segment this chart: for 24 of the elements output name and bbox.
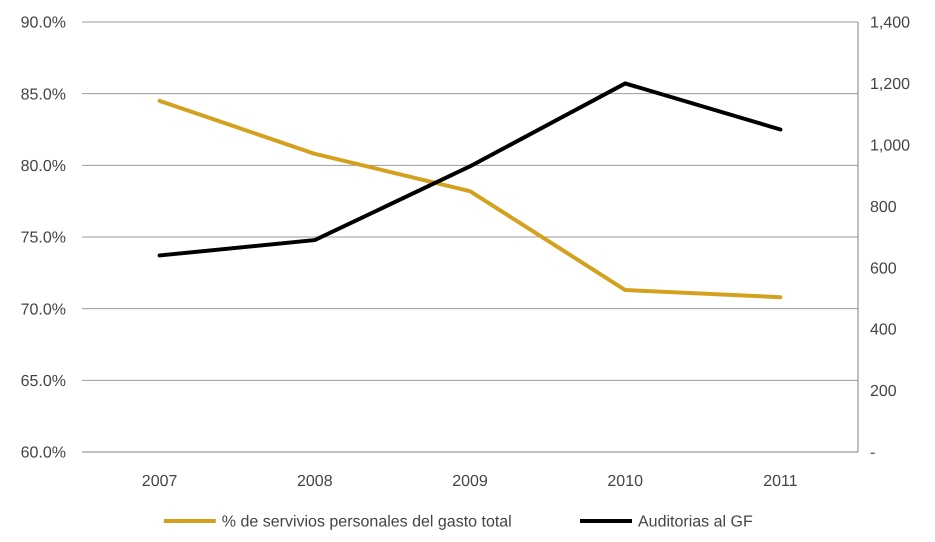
x-tick-label: 2008 xyxy=(297,473,333,490)
x-tick-label: 2007 xyxy=(142,473,178,490)
y2-tick-label: 800 xyxy=(870,198,897,216)
y2-tick-label: 1,200 xyxy=(870,76,910,94)
y2-tick-label: 600 xyxy=(870,260,897,278)
y-tick-label: 75.0% xyxy=(20,230,66,247)
y-tick-label: 60.0% xyxy=(20,444,66,462)
y-tick-label: 70.0% xyxy=(20,301,66,318)
legend-label: % de servivios personales del gasto total xyxy=(222,514,512,531)
y2-tick-label: 400 xyxy=(870,322,897,339)
x-tick-label: 2010 xyxy=(607,473,644,490)
y-tick-label: 65.0% xyxy=(20,372,66,390)
legend-label: Auditorias al GF xyxy=(638,514,753,531)
y-tick-label: 85.0% xyxy=(20,86,66,104)
x-tick-label: 2011 xyxy=(763,473,798,490)
y-tick-label: 80.0% xyxy=(20,158,66,175)
line-series xyxy=(158,98,782,300)
y-tick-label: 90.0% xyxy=(20,14,66,32)
y2-tick-label: 1,400 xyxy=(870,14,910,32)
y2-tick-label: 1,000 xyxy=(870,137,910,154)
y2-tick-label: 200 xyxy=(870,383,897,400)
x-tick-label: 2009 xyxy=(452,473,488,490)
line-series xyxy=(158,81,782,258)
y2-tick-label: - xyxy=(870,444,876,462)
